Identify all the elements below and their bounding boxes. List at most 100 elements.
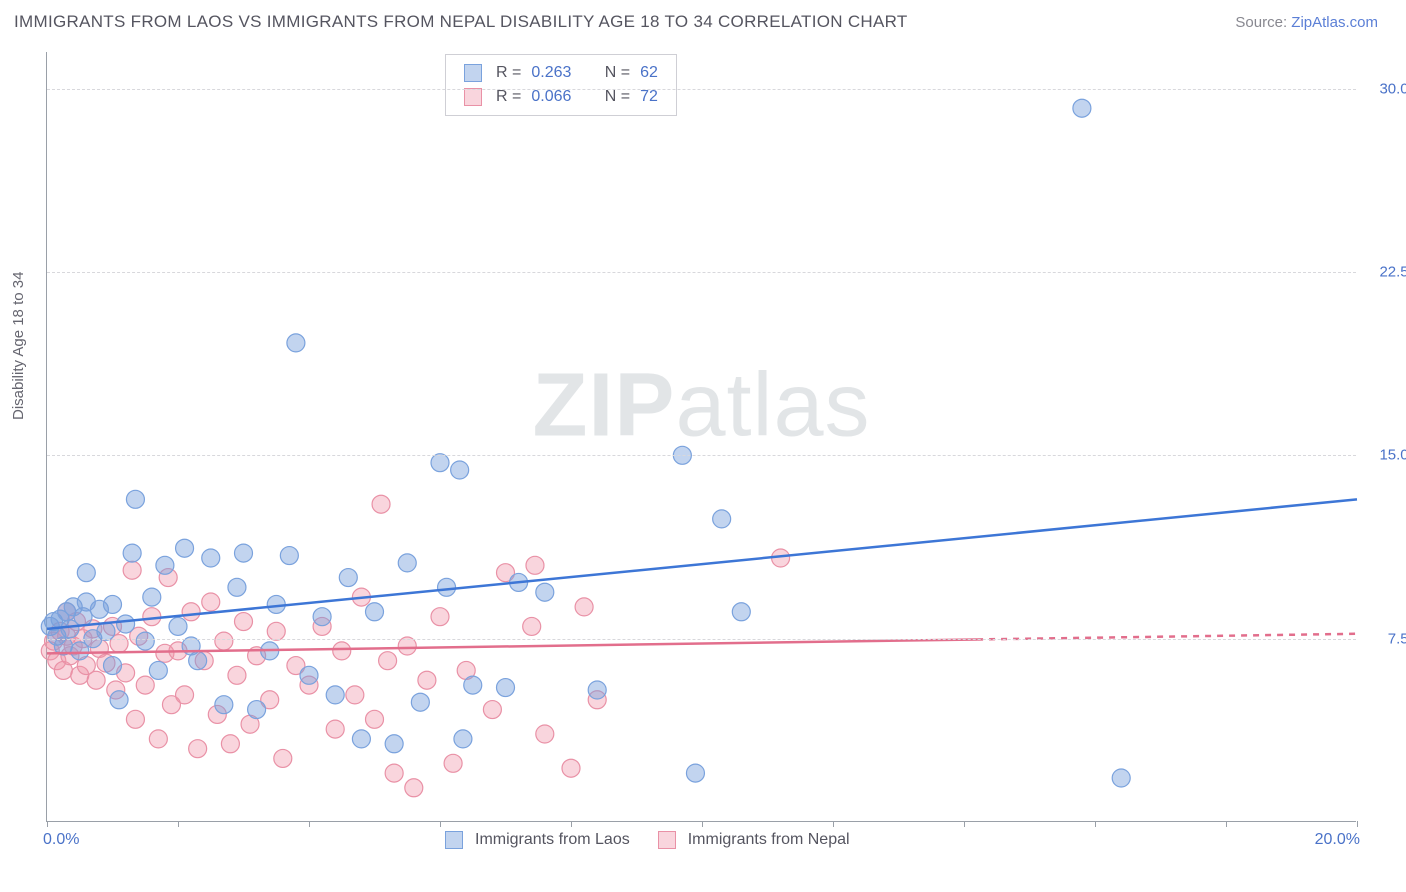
gridline (47, 89, 1356, 90)
laos-point (176, 539, 194, 557)
laos-point (104, 657, 122, 675)
nepal-point (418, 671, 436, 689)
x-tick (702, 821, 703, 827)
source-link[interactable]: ZipAtlas.com (1291, 14, 1378, 31)
x-tick (178, 821, 179, 827)
y-tick-label: 7.5% (1362, 630, 1406, 647)
y-tick-label: 30.0% (1362, 80, 1406, 97)
nepal-point (267, 622, 285, 640)
nepal-point (523, 617, 541, 635)
plot-area: ZIPatlas R = 0.263 N = 62R = 0.066 N = 7… (46, 52, 1356, 822)
x-tick (309, 821, 310, 827)
laos-point (313, 608, 331, 626)
nepal-point (274, 749, 292, 767)
laos-point (169, 617, 187, 635)
laos-point (352, 730, 370, 748)
laos-point (136, 632, 154, 650)
nepal-point (149, 730, 167, 748)
nepal-point (385, 764, 403, 782)
laos-point (280, 547, 298, 565)
x-tick (1357, 821, 1358, 827)
nepal-point (483, 701, 501, 719)
laos-point (536, 583, 554, 601)
nepal-point (405, 779, 423, 797)
nepal-point (123, 561, 141, 579)
legend-series-item: Immigrants from Nepal (658, 831, 850, 849)
nepal-point (562, 759, 580, 777)
laos-point (228, 578, 246, 596)
header: IMMIGRANTS FROM LAOS VS IMMIGRANTS FROM … (0, 0, 1406, 40)
laos-point (497, 679, 515, 697)
nepal-point (136, 676, 154, 694)
nepal-point (372, 495, 390, 513)
source-prefix: Source: (1235, 14, 1291, 31)
x-tick (1095, 821, 1096, 827)
nepal-point (87, 671, 105, 689)
laos-trendline (47, 499, 1357, 629)
nepal-point (536, 725, 554, 743)
laos-point (326, 686, 344, 704)
laos-point (287, 334, 305, 352)
x-tick (571, 821, 572, 827)
nepal-point (189, 740, 207, 758)
nepal-point (398, 637, 416, 655)
nepal-point (215, 632, 233, 650)
laos-point (588, 681, 606, 699)
laos-point (117, 615, 135, 633)
nepal-point (176, 686, 194, 704)
x-axis-end: 20.0% (1315, 831, 1360, 849)
nepal-point (366, 710, 384, 728)
laos-point (248, 701, 266, 719)
legend-series-label: Immigrants from Laos (475, 831, 630, 849)
x-tick (964, 821, 965, 827)
nepal-point (235, 613, 253, 631)
nepal-point (444, 754, 462, 772)
gridline (47, 639, 1356, 640)
laos-point (431, 454, 449, 472)
laos-point (156, 556, 174, 574)
nepal-point (228, 666, 246, 684)
laos-point (77, 564, 95, 582)
laos-point (686, 764, 704, 782)
legend-swatch (445, 831, 463, 849)
nepal-point (221, 735, 239, 753)
laos-point (235, 544, 253, 562)
laos-point (398, 554, 416, 572)
laos-point (454, 730, 472, 748)
nepal-point (379, 652, 397, 670)
chart-title: IMMIGRANTS FROM LAOS VS IMMIGRANTS FROM … (14, 12, 908, 32)
laos-point (215, 696, 233, 714)
laos-point (385, 735, 403, 753)
laos-point (143, 588, 161, 606)
laos-point (126, 490, 144, 508)
source-attribution: Source: ZipAtlas.com (1235, 14, 1378, 31)
x-tick (833, 821, 834, 827)
laos-point (339, 569, 357, 587)
x-axis-start: 0.0% (43, 831, 79, 849)
nepal-point (202, 593, 220, 611)
laos-point (1073, 99, 1091, 117)
laos-point (438, 578, 456, 596)
x-tick (47, 821, 48, 827)
laos-point (300, 666, 318, 684)
nepal-point (126, 710, 144, 728)
gridline (47, 455, 1356, 456)
chart-svg (47, 52, 1356, 821)
nepal-point (333, 642, 351, 660)
laos-point (104, 595, 122, 613)
laos-point (110, 691, 128, 709)
y-tick-label: 22.5% (1362, 264, 1406, 281)
laos-point (451, 461, 469, 479)
laos-point (464, 676, 482, 694)
laos-point (1112, 769, 1130, 787)
legend-series-label: Immigrants from Nepal (688, 831, 850, 849)
nepal-point (431, 608, 449, 626)
laos-point (149, 661, 167, 679)
y-tick-label: 15.0% (1362, 447, 1406, 464)
nepal-point (346, 686, 364, 704)
legend-swatch (658, 831, 676, 849)
laos-point (97, 622, 115, 640)
legend-series-item: Immigrants from Laos (445, 831, 630, 849)
laos-point (202, 549, 220, 567)
nepal-point (326, 720, 344, 738)
